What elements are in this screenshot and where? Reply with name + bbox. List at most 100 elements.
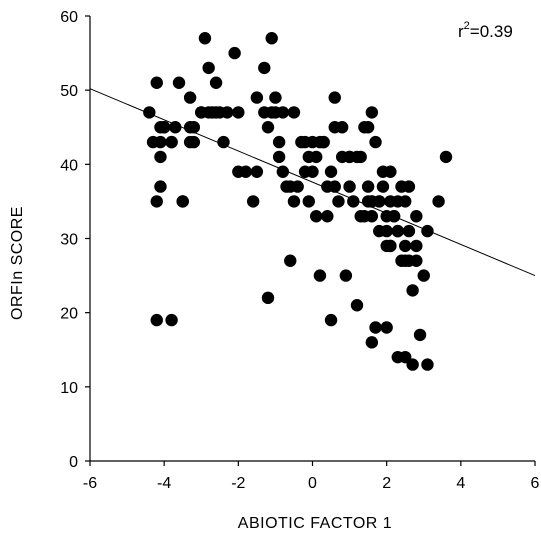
data-point [369,135,382,149]
data-point [317,135,330,149]
data-point [380,210,393,223]
data-point [402,180,416,193]
data-point [165,313,178,327]
data-point [324,313,338,327]
data-point [380,321,393,334]
data-point [402,254,416,267]
data-point [302,150,315,164]
x-tick-label: 0 [308,475,317,492]
data-point [150,313,163,327]
data-point [328,121,341,134]
data-point [361,121,375,134]
data-point [439,150,453,164]
data-point [380,239,393,253]
data-point [250,165,264,178]
data-point [272,150,286,164]
y-tick-label: 30 [60,232,78,249]
data-point [421,358,434,371]
data-point [146,135,160,149]
data-point [350,299,364,312]
data-point [284,254,297,267]
data-point [384,165,397,178]
data-point [406,284,419,297]
data-point [295,135,308,149]
x-ticks: -6 -4 -2 0 2 4 6 [83,461,540,492]
data-point [287,106,301,119]
data-point [324,165,338,178]
data-point [391,224,404,238]
r2-exponent: 2 [464,20,470,32]
data-point [365,195,379,208]
data-point [343,180,356,193]
y-tick-label: 0 [69,454,78,471]
data-point [232,165,245,178]
x-axis-title: ABIOTIC FACTOR 1 [238,515,392,532]
data-point [287,195,301,208]
r-squared-annotation: r2=0.39 [458,20,513,41]
data-point [339,269,353,282]
data-point [413,328,427,342]
data-point [354,210,367,223]
data-point [276,106,290,119]
data-point [328,91,341,104]
data-point [321,210,334,223]
x-tick-label: -2 [231,475,245,492]
data-point [399,239,412,253]
data-point [365,336,379,349]
x-tick-label: -4 [157,475,171,492]
data-point [172,76,186,89]
data-point [169,121,182,134]
data-point [432,195,445,208]
data-point [176,195,189,208]
data-point [276,165,290,178]
data-point [202,61,215,75]
data-point [265,32,278,45]
data-point [154,150,167,164]
data-point [246,195,260,208]
data-point [157,121,171,134]
x-tick-label: -6 [83,475,97,492]
data-point [232,106,245,119]
data-point [347,195,360,208]
x-tick-label: 2 [382,475,391,492]
r2-prefix: r [458,22,464,41]
y-axis-title: ORFIn SCORE [9,206,26,320]
y-tick-label: 40 [60,157,78,174]
data-point [150,195,163,208]
data-point [399,195,412,208]
data-point [417,269,430,282]
data-point [376,180,390,193]
data-point [195,106,208,119]
data-point [365,106,379,119]
data-point [183,91,197,104]
data-points [143,32,453,371]
data-point [198,32,212,45]
data-point [354,150,367,164]
data-point [250,91,264,104]
data-point [258,61,271,75]
data-point [369,321,382,334]
data-point [361,180,375,193]
data-point [261,291,275,305]
data-point [410,239,423,253]
data-point [261,121,275,134]
data-point [228,46,241,60]
y-tick-label: 20 [60,306,78,323]
y-tick-label: 60 [60,9,78,26]
data-point [328,180,341,193]
data-point [154,180,167,193]
data-point [332,195,345,208]
data-point [183,121,197,134]
data-point [143,106,156,119]
data-point [187,135,201,149]
y-tick-label: 50 [60,83,78,100]
r2-value: =0.39 [470,22,513,41]
x-tick-label: 4 [456,475,465,492]
data-point [272,135,286,149]
y-tick-label: 10 [60,380,78,397]
data-point [343,150,356,164]
data-point [373,224,386,238]
data-point [209,76,223,89]
data-point [421,224,434,238]
